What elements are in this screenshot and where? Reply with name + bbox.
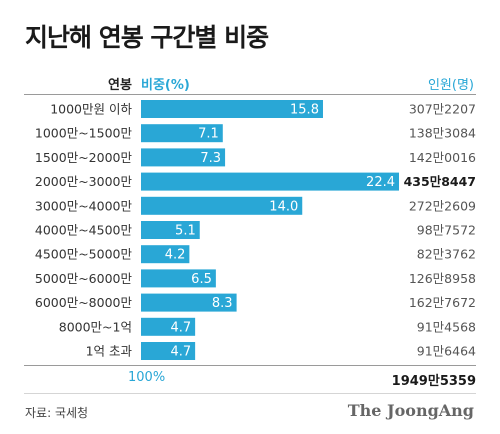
bar-value-label: 7.1: [198, 127, 219, 142]
bar: [141, 100, 323, 118]
count-label: 98만7572: [417, 223, 476, 238]
count-label: 307만2207: [409, 102, 476, 117]
category-label: 1500만~2000만: [35, 150, 133, 165]
count-label: 126만8958: [409, 271, 476, 286]
count-label: 272만2609: [409, 198, 476, 213]
count-label: 91만6464: [417, 344, 476, 359]
bar-value-label: 4.7: [170, 320, 191, 335]
bar-value-label: 14.0: [269, 199, 298, 214]
category-label: 5000만~6000만: [35, 271, 133, 286]
chart-title: 지난해 연봉 구간별 비중: [25, 23, 269, 52]
bar: [141, 342, 196, 360]
bar: [141, 124, 223, 143]
bar: [141, 293, 237, 312]
bar: [141, 196, 303, 215]
count-label: 435만8447: [404, 174, 476, 189]
header-count: 인원(명): [427, 78, 474, 93]
category-label: 3000만~4000만: [35, 198, 133, 213]
bar-value-label: 4.7: [170, 345, 191, 360]
total-divider: [24, 365, 476, 366]
bar-value-label: 22.4: [366, 175, 395, 190]
total-count: 1949만5359: [391, 374, 476, 389]
publisher-logo: The JoongAng: [347, 401, 474, 420]
category-label: 8000만~1억: [59, 319, 132, 334]
count-label: 142만0016: [409, 150, 476, 165]
category-label: 4500만~5000만: [35, 247, 133, 262]
source-note: 자료: 국세청: [25, 406, 89, 420]
category-label: 1000만원 이하: [50, 102, 132, 117]
footer-divider: [24, 393, 476, 394]
count-label: 162만7672: [409, 295, 476, 310]
bar: [141, 317, 196, 336]
header-percent: 비중(%): [141, 78, 190, 93]
bar: [141, 221, 200, 239]
category-label: 6000만~8000만: [35, 295, 133, 310]
bar-value-label: 5.1: [175, 224, 196, 239]
bar-value-label: 7.3: [200, 151, 221, 166]
header-salary: 연봉: [108, 78, 132, 93]
bar: [141, 245, 190, 264]
bar: [141, 269, 216, 288]
category-label: 1000만~1500만: [35, 126, 133, 141]
bar: [141, 148, 226, 167]
count-label: 138만3084: [409, 126, 476, 141]
bar-value-label: 4.2: [165, 248, 186, 263]
category-label: 2000만~3000만: [35, 174, 133, 189]
bar-value-label: 15.8: [290, 103, 319, 118]
total-percent: 100%: [128, 370, 166, 385]
bar-value-label: 8.3: [212, 296, 233, 311]
bar-value-label: 6.5: [191, 272, 212, 287]
header-divider: [24, 94, 476, 95]
count-label: 91만4568: [417, 319, 476, 334]
category-label: 4000만~4500만: [35, 223, 133, 238]
category-label: 1억 초과: [86, 344, 133, 359]
bar: [141, 172, 399, 191]
count-label: 82만3762: [417, 247, 476, 262]
